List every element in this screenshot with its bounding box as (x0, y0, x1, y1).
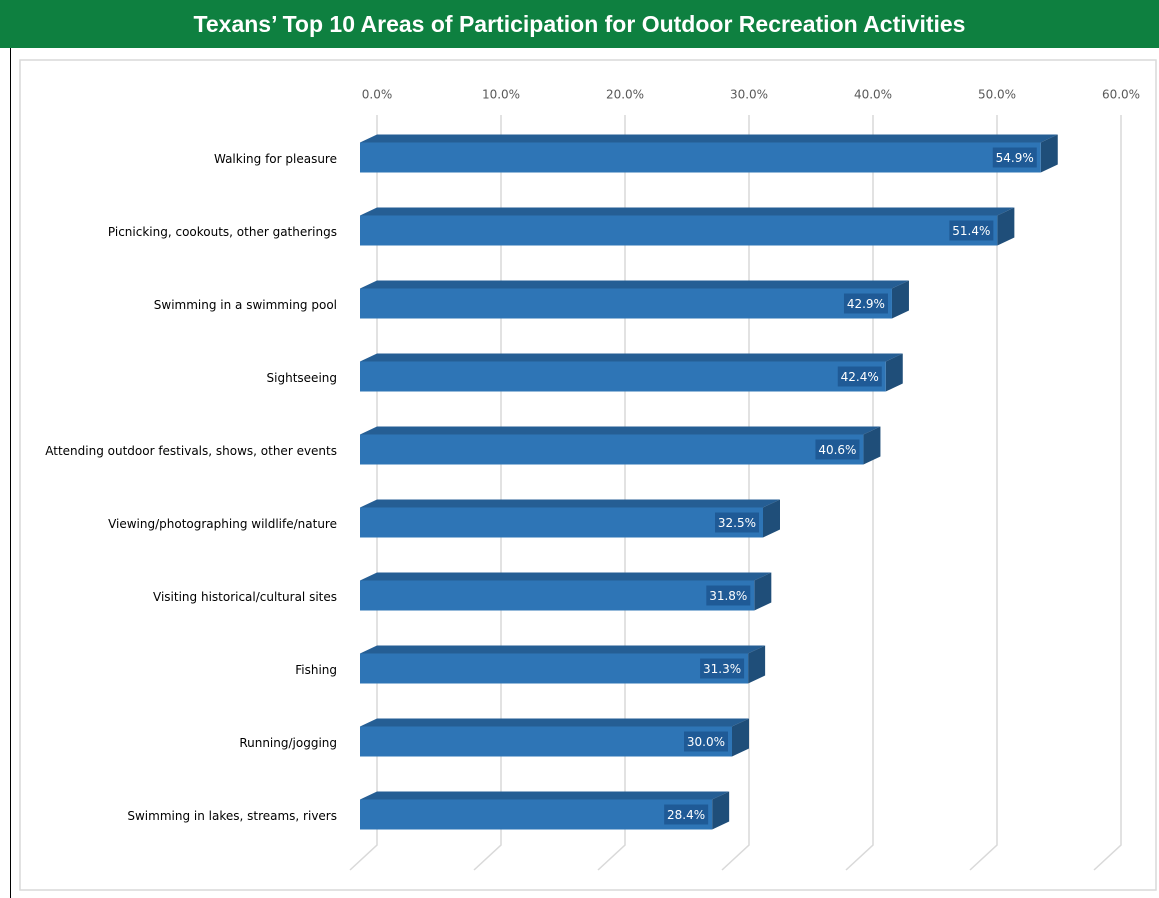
bar-top (360, 134, 1058, 143)
value-label: 42.4% (841, 370, 879, 384)
y-tick-label: Picnicking, cookouts, other gatherings (108, 225, 337, 239)
x-tick-label: 60.0% (1102, 88, 1140, 102)
x-tick-label: 50.0% (978, 88, 1016, 102)
value-label-box (715, 512, 759, 533)
bar-side (732, 718, 749, 757)
value-label: 31.8% (709, 589, 747, 603)
bar (360, 361, 886, 392)
bar-side (997, 207, 1015, 246)
frame-line (10, 48, 11, 898)
x-tick-label: 30.0% (730, 88, 768, 102)
x-tick-label: 10.0% (482, 88, 520, 102)
x-tick-label: 40.0% (854, 88, 892, 102)
value-label: 54.9% (996, 151, 1034, 165)
value-label: 31.3% (703, 662, 741, 676)
y-tick-label: Attending outdoor festivals, shows, othe… (45, 444, 337, 458)
bar-top (360, 718, 749, 727)
value-label-box (700, 658, 745, 679)
bar-top (360, 572, 772, 581)
bar (360, 653, 749, 684)
plot-frame (19, 59, 1157, 891)
value-label: 51.4% (952, 224, 990, 238)
y-tick-label: Visiting historical/cultural sites (153, 590, 337, 604)
y-tick-label: Swimming in a swimming pool (154, 298, 337, 312)
bar-side (763, 499, 780, 538)
bar (360, 799, 713, 830)
bar (360, 580, 755, 611)
value-label-box (664, 804, 709, 825)
y-tick-label: Sightseeing (267, 371, 337, 385)
bar (360, 288, 892, 319)
value-label-box (706, 585, 751, 606)
value-label: 42.9% (847, 297, 885, 311)
bar-side (885, 353, 903, 392)
y-tick-label: Walking for pleasure (214, 152, 337, 166)
bar (360, 434, 864, 465)
bar-top (360, 499, 780, 508)
value-label-box (815, 439, 860, 460)
bar-top (360, 645, 766, 654)
value-label: 40.6% (818, 443, 856, 457)
value-label: 32.5% (718, 516, 756, 530)
bar-side (863, 426, 881, 465)
value-label: 28.4% (667, 808, 705, 822)
value-label-box (843, 293, 888, 314)
bar (360, 507, 763, 538)
value-label-box (837, 366, 882, 387)
bar-side (712, 791, 730, 830)
bar-top (360, 426, 881, 435)
bar-top (360, 207, 1015, 216)
bar-side (1040, 134, 1058, 173)
y-tick-label: Fishing (295, 663, 337, 677)
value-label-box (684, 731, 728, 752)
value-label-box (992, 147, 1037, 168)
bar-top (360, 353, 903, 362)
value-label-box (949, 220, 994, 241)
bar-side (748, 645, 766, 684)
grid-line (969, 115, 998, 871)
y-tick-label: Running/jogging (239, 736, 337, 750)
y-tick-label: Swimming in lakes, streams, rivers (127, 809, 337, 823)
bar (360, 215, 998, 246)
bar (360, 726, 732, 757)
y-tick-label: Viewing/photographing wildlife/nature (108, 517, 337, 531)
bar-top (360, 791, 730, 800)
grid-line (1093, 115, 1122, 871)
bar-side (754, 572, 772, 611)
bar-top (360, 280, 909, 289)
bar-side (891, 280, 909, 319)
x-tick-label: 20.0% (606, 88, 644, 102)
x-tick-label: 0.0% (362, 88, 393, 102)
bar (360, 142, 1041, 173)
value-label: 30.0% (687, 735, 725, 749)
chart-title: Texans’ Top 10 Areas of Participation fo… (0, 0, 1159, 48)
